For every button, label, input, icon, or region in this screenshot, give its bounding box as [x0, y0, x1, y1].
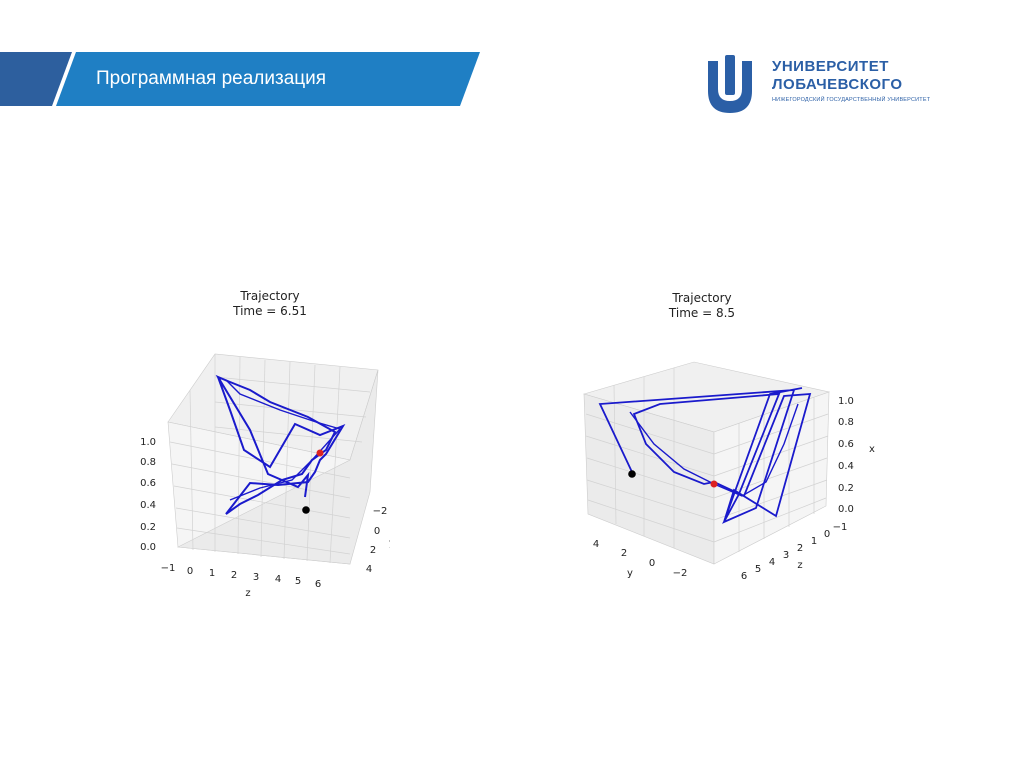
plot1-y-tick: 0 — [374, 526, 380, 537]
trajectory-plot-2-svg: Trajectory Time = 8.5 — [582, 291, 875, 582]
trajectory-plot-1: Trajectory Time = 6.51 — [130, 282, 390, 612]
plot1-z-tick: 6 — [315, 579, 321, 590]
plot1-z-tick: −1 — [161, 563, 176, 574]
plot1-z-tick: 4 — [275, 574, 281, 585]
plot1-x-tick: 0.6 — [140, 478, 156, 489]
plot2-y-tick: −2 — [673, 568, 688, 579]
plot2-current-marker — [710, 480, 718, 488]
logo-subtitle: НИЖЕГОРОДСКИЙ ГОСУДАРСТВЕННЫЙ УНИВЕРСИТЕ… — [772, 97, 931, 103]
slide-header-banner — [0, 52, 480, 106]
plot2-x-tick: 0.2 — [838, 483, 854, 494]
plot1-x-tick: 0.0 — [140, 542, 156, 553]
plot2-y-label: y — [627, 568, 633, 579]
plot1-panes — [167, 353, 379, 565]
plot2-z-tick: −1 — [833, 522, 848, 533]
plot2-y-tick: 0 — [649, 558, 655, 569]
plot2-trajectory-line-b — [629, 403, 799, 497]
plot2-z-tick: 3 — [783, 550, 789, 561]
plot2-z-tick: 6 — [741, 571, 747, 582]
plot1-trajectory-line — [215, 374, 346, 515]
plot1-x-tick: 0.2 — [140, 522, 156, 533]
plot2-z-tick: 5 — [755, 564, 761, 575]
plot1-z-tick: 3 — [253, 572, 259, 583]
plot1-z-axis-ticks: −1 0 1 2 3 4 5 6 z — [161, 563, 322, 599]
plot2-panes — [582, 361, 831, 565]
plot1-y-tick: −2 — [373, 506, 388, 517]
plot2-z-label: z — [797, 560, 802, 571]
plot1-x-tick: 0.4 — [140, 500, 156, 511]
plot1-z-tick: 1 — [209, 568, 215, 579]
plot2-z-tick: 1 — [811, 536, 817, 547]
plot2-x-tick: 0.8 — [838, 417, 854, 428]
plot2-x-tick: 0.0 — [838, 504, 854, 515]
logo-text-line2: ЛОБАЧЕВСКОГО — [772, 76, 903, 93]
plot1-subtitle: Time = 6.51 — [232, 304, 307, 318]
plot1-start-marker — [302, 506, 310, 514]
plot2-title: Trajectory — [671, 291, 731, 305]
plot2-x-tick: 0.4 — [838, 461, 854, 472]
plot1-trajectory-line-b — [225, 379, 342, 501]
plot2-y-tick: 2 — [621, 548, 627, 559]
university-logo: УНИВЕРСИТЕТ ЛОБАЧЕВСКОГО НИЖЕГОРОДСКИЙ Г… — [704, 55, 934, 117]
plot2-z-tick: 0 — [824, 529, 830, 540]
university-u-logo-icon — [708, 55, 752, 113]
logo-text-line1: УНИВЕРСИТЕТ — [772, 58, 889, 75]
plot2-x-tick: 1.0 — [838, 396, 854, 407]
plot2-x-axis-ticks: 0.0 0.2 0.4 0.6 0.8 1.0 x — [838, 396, 875, 515]
plot1-title: Trajectory — [239, 289, 299, 303]
plot1-z-label: z — [245, 588, 250, 599]
plot1-z-tick: 2 — [231, 570, 237, 581]
plot1-z-tick: 0 — [187, 566, 193, 577]
plot1-z-tick: 5 — [295, 576, 301, 587]
plot2-x-label: x — [869, 444, 875, 455]
plot1-current-marker — [316, 449, 324, 457]
plot2-trajectory-line — [598, 387, 812, 524]
header-banner-shape — [0, 52, 480, 106]
plot1-gridlines — [169, 354, 371, 564]
plot2-z-tick: 2 — [797, 543, 803, 554]
plot1-x-tick: 1.0 — [140, 437, 156, 448]
plot2-z-tick: 4 — [769, 557, 775, 568]
plot1-y-tick: 2 — [370, 545, 376, 556]
page-title: Программная реализация — [96, 68, 327, 89]
plot2-y-axis-ticks: 4 2 0 −2 y — [593, 539, 688, 579]
plot2-subtitle: Time = 8.5 — [668, 306, 735, 320]
plot1-y-tick: 4 — [366, 564, 372, 575]
plot1-x-axis-ticks: 0.0 0.2 0.4 0.6 0.8 1.0 x — [140, 437, 156, 553]
plot2-x-tick: 0.6 — [838, 439, 854, 450]
plot1-y-axis-ticks: −2 0 2 4 y — [366, 506, 390, 575]
plot2-y-tick: 4 — [593, 539, 599, 550]
plot1-y-label: y — [389, 538, 390, 549]
trajectory-plot-1-svg: Trajectory Time = 6.51 — [140, 289, 390, 599]
trajectory-plot-2: Trajectory Time = 8.5 — [574, 284, 894, 594]
plot2-z-axis-ticks: 6 5 4 3 2 1 0 −1 z — [741, 522, 848, 582]
plot1-x-tick: 0.8 — [140, 457, 156, 468]
plot2-start-marker — [628, 470, 636, 478]
